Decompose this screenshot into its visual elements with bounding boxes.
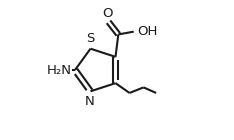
Text: O: O: [102, 7, 113, 20]
Text: N: N: [85, 95, 95, 108]
Text: OH: OH: [137, 25, 157, 38]
Text: H₂N: H₂N: [47, 64, 72, 76]
Text: S: S: [86, 32, 95, 45]
